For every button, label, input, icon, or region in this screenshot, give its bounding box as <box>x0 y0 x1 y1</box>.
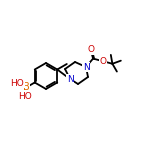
Text: HO: HO <box>18 92 32 101</box>
Text: O: O <box>87 45 94 54</box>
Text: B: B <box>23 83 29 93</box>
Text: O: O <box>99 57 106 66</box>
Text: HO: HO <box>10 78 24 88</box>
Text: N: N <box>83 62 89 71</box>
Text: N: N <box>67 74 73 83</box>
